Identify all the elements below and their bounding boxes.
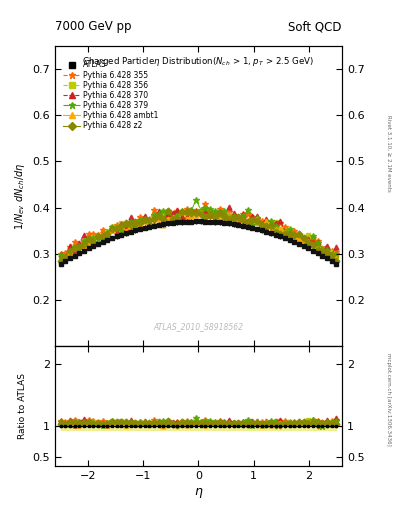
X-axis label: $\eta$: $\eta$ [194,486,203,500]
Pythia 6.428 z2 [166,207,171,214]
Pythia 6.428 ambt1 [152,219,156,225]
Pythia 6.428 ambt1 [128,224,133,230]
Line: Pythia 6.428 370: Pythia 6.428 370 [58,205,339,260]
Pythia 6.428 z2 [105,231,110,237]
Pythia 6.428 379 [152,212,156,219]
Pythia 6.428 ambt1 [138,221,142,227]
Pythia 6.428 ambt1 [105,234,110,240]
Pythia 6.428 355 [236,215,241,221]
Pythia 6.428 z2 [58,258,63,264]
Pythia 6.428 370 [58,251,63,257]
Pythia 6.428 370 [152,213,156,219]
Text: Rivet 3.1.10, ≥ 2.1M events: Rivet 3.1.10, ≥ 2.1M events [386,115,391,192]
Pythia 6.428 356 [128,219,133,225]
Pythia 6.428 356 [58,257,63,263]
Pythia 6.428 ambt1 [334,254,339,261]
Pythia 6.428 356 [152,216,156,222]
Pythia 6.428 z2 [147,217,152,223]
Pythia 6.428 356 [236,215,241,221]
Text: Soft QCD: Soft QCD [288,20,342,33]
Pythia 6.428 355 [203,201,208,207]
Pythia 6.428 355 [147,218,152,224]
Pythia 6.428 356 [147,222,152,228]
Pythia 6.428 370 [63,254,68,260]
Y-axis label: Ratio to ATLAS: Ratio to ATLAS [18,373,27,439]
Text: Charged Particle$\eta$ Distribution($N_{ch}$ > 1, $p_T$ > 2.5 GeV): Charged Particle$\eta$ Distribution($N_{… [83,55,314,68]
Text: 7000 GeV pp: 7000 GeV pp [55,20,132,33]
Pythia 6.428 370 [241,211,245,217]
Pythia 6.428 z2 [236,214,241,220]
Pythia 6.428 370 [226,204,231,210]
Line: Pythia 6.428 z2: Pythia 6.428 z2 [58,208,339,263]
Y-axis label: $1/N_{ev}\ dN_{ch}/d\eta$: $1/N_{ev}\ dN_{ch}/d\eta$ [13,162,27,230]
Pythia 6.428 379 [133,221,138,227]
Pythia 6.428 355 [105,228,110,234]
Pythia 6.428 379 [241,214,245,220]
Line: Pythia 6.428 356: Pythia 6.428 356 [58,209,339,262]
Pythia 6.428 355 [152,207,156,214]
Line: Pythia 6.428 ambt1: Pythia 6.428 ambt1 [58,209,339,263]
Pythia 6.428 z2 [138,220,142,226]
Pythia 6.428 355 [334,249,339,255]
Pythia 6.428 ambt1 [147,216,152,222]
Pythia 6.428 379 [194,197,198,203]
Pythia 6.428 379 [334,251,339,257]
Pythia 6.428 356 [105,229,110,235]
Line: Pythia 6.428 379: Pythia 6.428 379 [57,196,340,260]
Pythia 6.428 ambt1 [198,208,203,215]
Pythia 6.428 370 [110,226,114,232]
Legend: ATLAS, Pythia 6.428 355, Pythia 6.428 356, Pythia 6.428 370, Pythia 6.428 379, P: ATLAS, Pythia 6.428 355, Pythia 6.428 35… [62,59,160,132]
Pythia 6.428 356 [334,253,339,259]
Pythia 6.428 379 [142,216,147,222]
Pythia 6.428 z2 [152,216,156,222]
Text: mcplot.cern.ch [arXiv:1306.3436]: mcplot.cern.ch [arXiv:1306.3436] [386,353,391,446]
Pythia 6.428 370 [133,221,138,227]
Pythia 6.428 370 [334,244,339,250]
Pythia 6.428 z2 [128,222,133,228]
Pythia 6.428 356 [203,208,208,214]
Pythia 6.428 ambt1 [58,258,63,264]
Pythia 6.428 355 [128,220,133,226]
Pythia 6.428 370 [142,213,147,219]
Pythia 6.428 379 [58,252,63,258]
Text: ATLAS_2010_S8918562: ATLAS_2010_S8918562 [153,322,244,331]
Pythia 6.428 ambt1 [236,216,241,222]
Pythia 6.428 355 [58,251,63,257]
Pythia 6.428 379 [110,224,114,230]
Line: Pythia 6.428 355: Pythia 6.428 355 [57,201,340,258]
Pythia 6.428 370 [156,208,161,214]
Pythia 6.428 355 [138,215,142,221]
Pythia 6.428 356 [138,220,142,226]
Pythia 6.428 379 [63,253,68,260]
Pythia 6.428 379 [156,211,161,217]
Pythia 6.428 z2 [334,258,339,264]
